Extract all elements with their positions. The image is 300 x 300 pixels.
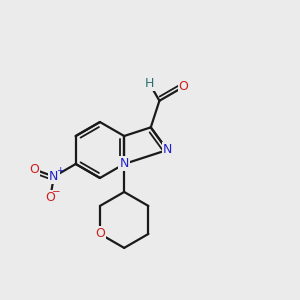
Text: H: H	[145, 77, 154, 90]
Text: O: O	[95, 227, 105, 240]
Text: N: N	[119, 158, 129, 170]
Text: +: +	[56, 166, 64, 175]
Text: N: N	[49, 170, 58, 183]
Text: N: N	[163, 143, 172, 157]
Text: O: O	[45, 191, 55, 204]
Text: O: O	[29, 163, 39, 176]
Text: −: −	[52, 187, 61, 197]
Text: O: O	[179, 80, 189, 93]
